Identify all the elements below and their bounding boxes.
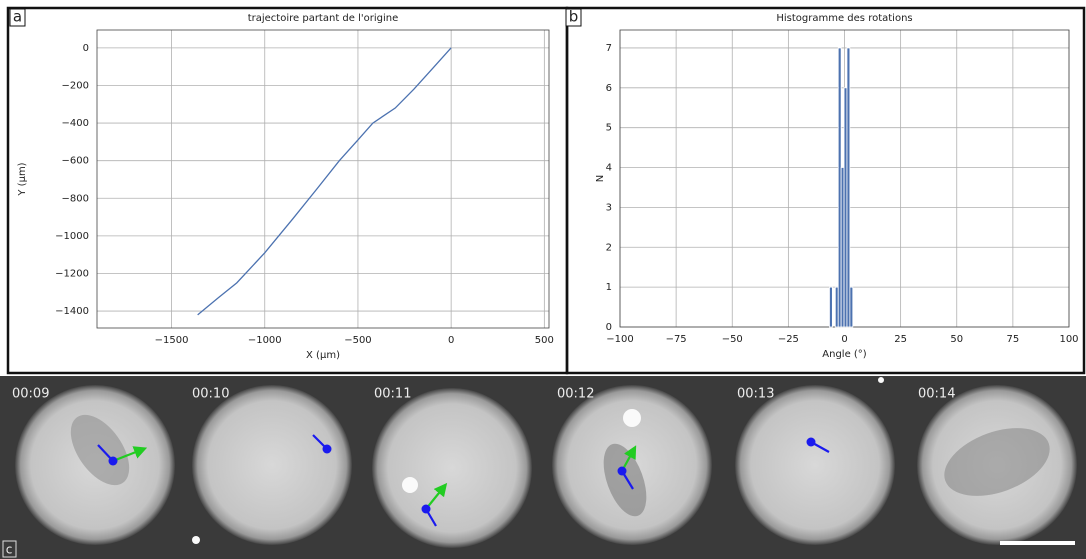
panel-label: a — [13, 8, 22, 26]
tracked-point — [806, 437, 816, 447]
panel-label: c — [6, 543, 13, 557]
cell-body — [944, 428, 1050, 496]
y-axis-label: N — [595, 175, 606, 182]
cell-body — [70, 414, 130, 486]
bar — [849, 286, 854, 328]
y-tick-label: 5 — [606, 123, 612, 134]
timestamp: 00:09 — [12, 387, 49, 402]
timestamp: 00:11 — [374, 387, 411, 402]
y-tick-label: −600 — [62, 156, 89, 167]
y-tick-label: 7 — [606, 43, 612, 54]
x-tick-label: −75 — [666, 334, 687, 345]
debris — [402, 477, 418, 493]
motion-arrow — [425, 482, 448, 510]
x-axis-label: Angle (°) — [822, 349, 867, 360]
panel-label-box — [2, 540, 17, 558]
cell — [372, 388, 532, 548]
cell — [192, 385, 352, 545]
panel-label: b — [569, 8, 579, 26]
y-tick-label: −200 — [62, 80, 89, 91]
y-tick-label: −1000 — [55, 231, 89, 242]
bar — [840, 167, 845, 328]
x-tick-label: −1500 — [155, 335, 189, 346]
x-tick-label: 50 — [950, 334, 963, 345]
x-tick-label: −50 — [722, 334, 743, 345]
y-tick-label: −400 — [62, 118, 89, 129]
trajectory-line — [197, 47, 452, 316]
y-tick-label: 1 — [606, 282, 612, 293]
y-tick-label: −1400 — [55, 306, 89, 317]
chart-title: trajectoire partant de l'origine — [248, 13, 399, 24]
y-tick-label: 0 — [606, 322, 612, 333]
x-tick-label: 500 — [535, 335, 554, 346]
panel-frame — [565, 6, 1086, 375]
tracked-point — [617, 466, 627, 476]
y-tick-label: 3 — [606, 202, 612, 213]
motion-arrow — [112, 446, 148, 463]
debris — [192, 536, 200, 544]
x-tick-label: 100 — [1059, 334, 1078, 345]
plot-frame — [96, 29, 550, 329]
timestamp: 00:13 — [737, 387, 774, 402]
bar — [846, 47, 851, 328]
tracked-point — [108, 456, 118, 466]
bar — [834, 286, 839, 328]
orientation-markers — [97, 434, 830, 527]
debris — [623, 409, 641, 427]
x-tick-label: 75 — [1007, 334, 1020, 345]
plot-area — [97, 30, 549, 328]
y-tick-label: −1200 — [55, 268, 89, 279]
y-tick-label: 0 — [83, 43, 89, 54]
y-tick-label: −800 — [62, 193, 89, 204]
x-tick-label: 0 — [841, 334, 847, 345]
bar — [843, 87, 848, 328]
timestamp: 00:14 — [918, 387, 955, 402]
cell-body — [603, 443, 647, 517]
x-tick-label: −500 — [344, 335, 371, 346]
cell — [735, 385, 895, 545]
y-tick-label: 4 — [606, 163, 612, 174]
cells — [15, 377, 1077, 548]
tracked-point — [421, 504, 431, 514]
debris — [878, 377, 884, 383]
y-axis-label: Y (µm) — [17, 162, 28, 196]
timestamp: 00:12 — [557, 387, 594, 402]
x-tick-label: 25 — [894, 334, 907, 345]
y-tick-label: 2 — [606, 242, 612, 253]
bar — [837, 47, 842, 328]
tracked-point — [322, 444, 332, 454]
x-tick-label: 0 — [448, 335, 454, 346]
panel-label-box — [565, 8, 582, 27]
timestamp: 00:10 — [192, 387, 229, 402]
x-tick-label: −25 — [778, 334, 799, 345]
panel-label-box — [9, 8, 26, 27]
chart-title: Histogramme des rotations — [776, 13, 912, 24]
bar — [829, 286, 833, 328]
x-tick-label: −1000 — [248, 335, 282, 346]
y-tick-label: 6 — [606, 83, 612, 94]
x-axis-label: X (µm) — [306, 350, 340, 361]
x-tick-label: −100 — [606, 334, 633, 345]
microscopy-strip — [0, 376, 1086, 559]
